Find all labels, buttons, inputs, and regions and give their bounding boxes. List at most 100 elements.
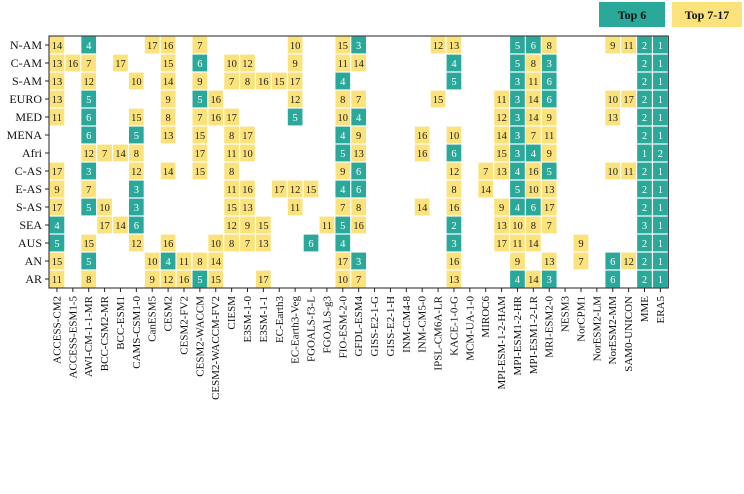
cell-rank-label: 11 (227, 185, 237, 196)
cell-rank-label: 11 (624, 167, 634, 178)
heatmap-cell: 5 (541, 162, 557, 180)
cell-rank-label: 16 (179, 275, 190, 286)
cell-rank-label: 13 (258, 239, 269, 250)
cell-rank-label: 4 (86, 41, 92, 52)
cell-top7-17 (446, 252, 462, 270)
heatmap-cell: 16 (160, 234, 176, 252)
heatmap-cell: 15 (271, 72, 287, 90)
column-label: CESM2-WACCM-FV2 (210, 296, 222, 400)
cell-rank-label: 6 (86, 131, 91, 142)
cell-rank-label: 10 (131, 77, 142, 88)
heatmap-cell: 17 (256, 270, 271, 288)
cell-rank-label: 10 (147, 257, 158, 268)
cell-top7-17 (224, 162, 239, 180)
cell-rank-label: 8 (451, 185, 456, 196)
cell-top7-17 (224, 180, 239, 198)
cell-rank-label: 3 (356, 257, 361, 268)
heatmap-cell: 14 (160, 72, 176, 90)
heatmap-cell: 1 (653, 252, 668, 270)
cell-top6 (653, 144, 668, 162)
heatmap-cell: 1 (653, 36, 668, 54)
cell-rank-label: 12 (242, 59, 253, 70)
heatmap-cell: 11 (526, 72, 541, 90)
heatmap-cell: 5 (129, 126, 144, 144)
heatmap-cell: 12 (224, 216, 239, 234)
heatmap-cell: 3 (510, 72, 525, 90)
cell-top6 (653, 72, 668, 90)
heatmap-cell: 14 (113, 144, 128, 162)
cell-top7-17 (335, 90, 351, 108)
column-label: AWI-CM-1-1-MR (83, 295, 95, 377)
heatmap-cell: 4 (510, 270, 525, 288)
cell-rank-label: 14 (163, 77, 174, 88)
cell-rank-label: 10 (607, 95, 618, 106)
cell-top7-17 (224, 216, 239, 234)
heatmap-cell: 3 (81, 162, 97, 180)
cell-rank-label: 6 (134, 221, 139, 232)
cell-rank-label: 12 (131, 239, 142, 250)
cell-top6 (303, 234, 319, 252)
cell-top7-17 (287, 90, 303, 108)
cell-rank-label: 5 (515, 59, 520, 70)
cell-top6 (351, 162, 366, 180)
cell-rank-label: 4 (54, 221, 60, 232)
cell-top7-17 (81, 234, 97, 252)
heatmap-cell: 16 (208, 90, 224, 108)
cell-rank-label: 17 (147, 41, 158, 52)
heatmap-cell: 6 (605, 270, 621, 288)
heatmap-cell: 1 (653, 126, 668, 144)
heatmap-cell: 6 (303, 234, 319, 252)
cell-rank-label: 3 (86, 167, 91, 178)
heatmap-cell: 6 (351, 180, 366, 198)
heatmap-cell: 9 (160, 90, 176, 108)
cell-rank-label: 2 (642, 185, 647, 196)
legend-label: Top 7-17 (685, 8, 730, 22)
cell-top7-17 (446, 198, 462, 216)
cell-rank-label: 12 (226, 221, 237, 232)
cell-rank-label: 14 (528, 95, 539, 106)
heatmap-cell: 17 (113, 54, 128, 72)
cell-rank-label: 17 (496, 239, 507, 250)
cell-top7-17 (240, 126, 255, 144)
heatmap-cell: 16 (160, 36, 176, 54)
cell-top7-17 (144, 252, 160, 270)
heatmap-cell: 15 (335, 36, 351, 54)
row-label: C-AM (11, 56, 43, 70)
cell-top6 (81, 252, 97, 270)
cell-top6 (637, 234, 652, 252)
heatmap-cell: 5 (81, 198, 97, 216)
cell-top7-17 (414, 144, 430, 162)
cell-rank-label: 10 (338, 275, 349, 286)
heatmap-cell: 8 (351, 198, 366, 216)
heatmap-cell: 3 (510, 108, 525, 126)
cell-top6 (129, 216, 144, 234)
cell-rank-label: 10 (99, 203, 110, 214)
heatmap-cell: 5 (287, 108, 303, 126)
cell-rank-label: 11 (338, 59, 348, 70)
cell-rank-label: 15 (52, 257, 63, 268)
cell-top7-17 (192, 252, 208, 270)
cell-rank-label: 7 (340, 203, 345, 214)
cell-top7-17 (113, 54, 128, 72)
cell-rank-label: 17 (290, 77, 301, 88)
heatmap-cell: 9 (541, 144, 557, 162)
cell-top7-17 (81, 180, 97, 198)
heatmap-cell: 12 (81, 72, 97, 90)
heatmap-cell: 11 (621, 162, 636, 180)
cell-top7-17 (541, 198, 557, 216)
cell-rank-label: 5 (293, 113, 298, 124)
cell-rank-label: 8 (340, 95, 345, 106)
cell-rank-label: 2 (642, 41, 647, 52)
cell-rank-label: 14 (52, 41, 63, 52)
cell-rank-label: 2 (642, 95, 647, 106)
cell-top6 (335, 72, 351, 90)
cell-top7-17 (494, 90, 509, 108)
heatmap-cell: 9 (144, 270, 160, 288)
heatmap-cell: 8 (526, 216, 541, 234)
cell-rank-label: 5 (451, 77, 456, 88)
cell-top7-17 (97, 144, 112, 162)
heatmap-cell: 2 (637, 90, 652, 108)
heatmap-cell: 2 (637, 198, 652, 216)
heatmap-cell: 1 (653, 72, 668, 90)
cell-rank-label: 3 (515, 113, 520, 124)
